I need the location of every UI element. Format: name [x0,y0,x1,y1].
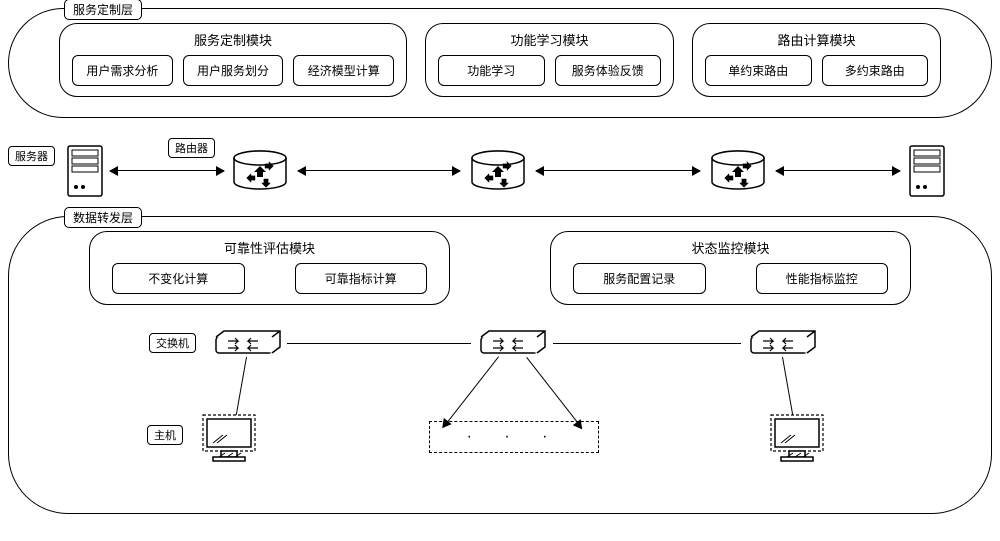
bottom-layer-label: 数据转发层 [64,207,142,228]
bottom-layer: 数据转发层 可靠性评估模块 不变化计算 可靠指标计算 状态监控模块 服务配置记录… [8,216,992,514]
top-layer: 服务定制层 服务定制模块 用户需求分析 用户服务划分 经济模型计算 功能学习模块… [8,8,992,118]
network-row: 服务器 路由器 [8,126,992,208]
dots-box: · · · [429,421,599,453]
bottom-modules-row: 可靠性评估模块 不变化计算 可靠指标计算 状态监控模块 服务配置记录 性能指标监… [29,227,971,309]
sub-box: 用户需求分析 [72,55,173,86]
sub-box: 性能指标监控 [756,263,889,294]
module-status-monitor: 状态监控模块 服务配置记录 性能指标监控 [550,231,911,305]
module-function-learn: 功能学习模块 功能学习 服务体验反馈 [425,23,674,97]
switch-label: 交换机 [149,333,196,353]
host-label: 主机 [147,425,183,445]
link-arrow [536,170,700,171]
switch-icon [749,329,817,357]
module-route-calc: 路由计算模块 单约束路由 多约束路由 [692,23,941,97]
sub-box: 可靠指标计算 [295,263,428,294]
server-icon [66,144,104,198]
module-title: 可靠性评估模块 [102,238,437,263]
server-label: 服务器 [8,146,55,166]
sub-box: 经济模型计算 [293,55,394,86]
sub-box: 多约束路由 [822,55,928,86]
sub-box: 用户服务划分 [183,55,284,86]
host-icon [201,413,259,463]
top-layer-label: 服务定制层 [64,0,142,20]
switch-icon [479,329,547,357]
switch-row: 交换机 [29,317,971,377]
sub-box: 不变化计算 [112,263,245,294]
module-title: 路由计算模块 [705,30,928,55]
switch-icon [214,329,282,357]
router-label: 路由器 [168,138,215,158]
switch-link [287,343,471,344]
link-arrow [110,170,224,171]
top-modules-row: 服务定制模块 用户需求分析 用户服务划分 经济模型计算 功能学习模块 功能学习 … [29,19,971,101]
sub-box: 服务配置记录 [573,263,706,294]
module-title: 服务定制模块 [72,30,394,55]
host-icon [769,413,827,463]
link-arrow [776,170,900,171]
module-reliability: 可靠性评估模块 不变化计算 可靠指标计算 [89,231,450,305]
router-icon [468,148,528,192]
module-title: 状态监控模块 [563,238,898,263]
module-title: 功能学习模块 [438,30,661,55]
hosts-row: 主机 · · · [29,407,971,477]
sub-box: 功能学习 [438,55,544,86]
sub-box: 单约束路由 [705,55,811,86]
module-service-custom: 服务定制模块 用户需求分析 用户服务划分 经济模型计算 [59,23,407,97]
router-icon [708,148,768,192]
server-icon [908,144,946,198]
switch-link [553,343,741,344]
router-icon [230,148,290,192]
link-arrow [298,170,460,171]
sub-box: 服务体验反馈 [555,55,661,86]
